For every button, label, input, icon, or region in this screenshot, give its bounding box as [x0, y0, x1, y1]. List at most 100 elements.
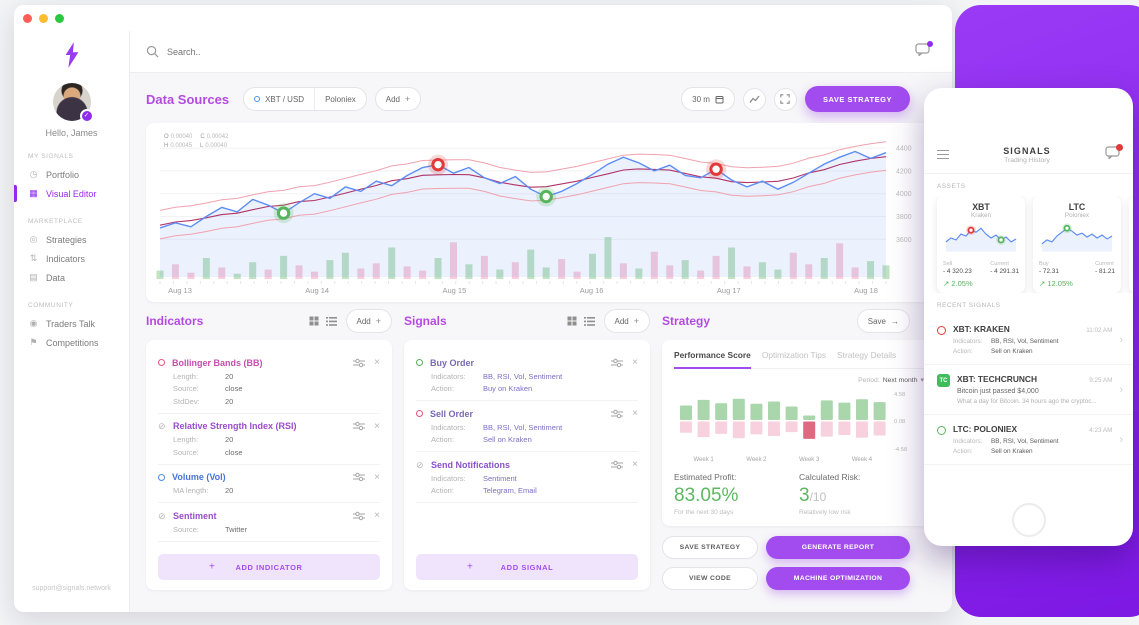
signal-list-item[interactable]: XBT: KRAKEN 11:02 AM Indicators: BB, RSI, … [924, 315, 1133, 365]
signal-list-item[interactable]: LTC: POLONIEX 4:23 AM Indicators: BB, RSI,… [924, 415, 1133, 465]
svg-text:Aug 16: Aug 16 [580, 286, 604, 295]
adjust-sliders-icon[interactable] [353, 472, 366, 482]
document-icon: ▤ [29, 272, 38, 282]
app-logo [14, 41, 129, 73]
adjust-sliders-icon[interactable] [353, 421, 366, 431]
indicator-status-icon[interactable] [158, 359, 165, 366]
svg-text:Aug 13: Aug 13 [168, 286, 192, 295]
list-view-icon[interactable] [325, 316, 337, 326]
tab-strategy-details[interactable]: Strategy Details [837, 350, 897, 360]
period-select[interactable]: Period: Next month ▾ [858, 376, 924, 385]
indicator-item-rsi[interactable]: ⊘ Relative Strength Index (RSI) × Length… [158, 414, 380, 465]
remove-icon[interactable]: × [632, 357, 638, 368]
add-indicator-button[interactable]: + ADD INDICATOR [158, 554, 380, 580]
phone-title: SIGNALS [1003, 145, 1051, 156]
techcrunch-badge-icon: TC [937, 374, 950, 387]
chevron-right-icon[interactable]: › [1119, 333, 1123, 346]
chevron-right-icon[interactable]: › [1119, 383, 1123, 396]
add-signal-button[interactable]: + ADD SIGNAL [416, 554, 638, 580]
sidebar-item-visual-editor[interactable]: ▦ Visual Editor [14, 184, 129, 203]
sidebar-item-traders-talk[interactable]: ◉ Traders Talk [14, 314, 129, 333]
support-email[interactable]: support@signals.network [32, 585, 111, 592]
assets-label: ASSETS [937, 183, 966, 190]
signal-item-send-notifications[interactable]: ⊘ Send Notifications × Indicators: Sentim… [416, 452, 638, 503]
remove-icon[interactable]: × [374, 420, 380, 432]
asset-card-xbt[interactable]: XBT Kraken Sell - 4 320.23 Current - 4 291… [937, 196, 1025, 293]
grid-view-icon[interactable] [567, 316, 577, 326]
disabled-icon[interactable]: ⊘ [158, 421, 166, 431]
signal-status-icon[interactable] [416, 410, 423, 417]
disabled-icon[interactable]: ⊘ [158, 510, 166, 521]
remove-icon[interactable]: × [374, 471, 380, 483]
indicator-item-volume[interactable]: Volume (Vol) × MA length: 20 [158, 465, 380, 503]
list-view-icon[interactable] [583, 316, 595, 326]
indicator-item-bb[interactable]: Bollinger Bands (BB) × Length: 20 Source:… [158, 350, 380, 414]
tab-optimization-tips[interactable]: Optimization Tips [761, 350, 827, 360]
save-strategy-secondary-button[interactable]: SAVE STRATEGY [662, 536, 758, 559]
add-indicator-chip[interactable]: Add + [345, 309, 392, 333]
menu-icon[interactable] [937, 150, 949, 159]
calendar-icon [715, 95, 724, 103]
remove-icon[interactable]: × [374, 357, 380, 368]
signal-item-buy-order[interactable]: Buy Order × Indicators: BB, RSI, Vol, Sen… [416, 350, 638, 401]
signal-status-icon[interactable] [416, 359, 423, 366]
adjust-sliders-icon[interactable] [611, 460, 624, 470]
generate-report-button[interactable]: GENERATE REPORT [766, 536, 910, 559]
exchange-chip[interactable]: Poloniex [314, 88, 366, 110]
signal-list-item[interactable]: TC XBT: TECHCRUNCH 9:25 AM Bitcoin just p… [924, 365, 1133, 415]
indicator-item-sentiment[interactable]: ⊘ Sentiment × Source: Twitter [158, 503, 380, 542]
sidebar-item-portfolio[interactable]: ◷ Portfolio [14, 165, 129, 184]
view-code-button[interactable]: VIEW CODE [662, 567, 758, 590]
close-button[interactable] [23, 13, 32, 23]
minimize-button[interactable] [39, 13, 48, 23]
strategy-actions: SAVE STRATEGY GENERATE REPORT VIEW CODE … [662, 536, 910, 590]
disabled-icon[interactable]: ⊘ [416, 459, 424, 470]
tab-performance-score[interactable]: Performance Score [674, 350, 751, 369]
zoom-button[interactable] [55, 13, 64, 23]
save-strategy-button[interactable]: SAVE STRATEGY [804, 86, 910, 112]
asset-card-partial[interactable]: - 4.03 ↗ 8 [1129, 196, 1133, 293]
target-icon: ◎ [29, 234, 38, 244]
pair-chip[interactable]: XBT / USD [244, 88, 314, 110]
sidebar-item-strategies[interactable]: ◎ Strategies [14, 230, 129, 249]
indicator-status-icon[interactable] [158, 473, 165, 481]
phone-subtitle: Trading History [1004, 156, 1050, 164]
asset-card-ltc[interactable]: LTC Poloniex Buy - 72.31 Current - 81.21 ↗… [1033, 196, 1121, 293]
interval-select[interactable]: 30 m [681, 87, 735, 111]
add-signal-chip[interactable]: Add + [603, 309, 650, 333]
price-chart[interactable]: 4400 4200 4000 3800 3600 Aug 13 Aug 14 Aug 15 Au… [152, 127, 930, 297]
indicator-name: Volume (Vol) [172, 472, 226, 482]
sidebar-item-indicators[interactable]: ⇅ Indicators [14, 249, 129, 268]
chart-style-button[interactable] [742, 87, 766, 111]
adjust-sliders-icon[interactable] [611, 409, 624, 419]
sell-signal-icon [937, 326, 946, 335]
adjust-sliders-icon[interactable] [353, 511, 366, 521]
phone-messages-button[interactable] [1105, 143, 1123, 164]
messages-button[interactable] [915, 40, 933, 61]
sidebar-item-competitions[interactable]: ⚑ Competitions [14, 333, 129, 352]
remove-icon[interactable]: × [374, 510, 380, 521]
sidebar-item-data[interactable]: ▤ Data [14, 268, 129, 287]
sidebar-item-label: Portfolio [46, 169, 80, 180]
signals-title: Signals [404, 314, 447, 328]
svg-text:Week 3: Week 3 [799, 457, 820, 463]
svg-text:-4.58: -4.58 [894, 447, 907, 453]
remove-icon[interactable]: × [632, 408, 638, 419]
fullscreen-button[interactable] [773, 87, 797, 111]
recent-signals-list: XBT: KRAKEN 11:02 AM Indicators: BB, RSI, … [924, 315, 1133, 465]
adjust-sliders-icon[interactable] [353, 358, 366, 368]
machine-optimization-button[interactable]: MACHINE OPTIMIZATION [766, 567, 910, 590]
avatar[interactable]: ✓ [52, 83, 94, 123]
search-input[interactable] [167, 46, 387, 57]
asset-sparkline [1041, 223, 1113, 252]
grid-view-icon[interactable] [309, 316, 319, 326]
add-data-source-button[interactable]: Add + [374, 87, 422, 111]
save-chip[interactable]: Save → [856, 309, 910, 333]
flag-icon: ⚑ [29, 337, 38, 347]
svg-text:Week 2: Week 2 [746, 457, 767, 463]
home-button[interactable] [1011, 503, 1046, 537]
remove-icon[interactable]: × [632, 459, 638, 470]
adjust-sliders-icon[interactable] [611, 358, 624, 368]
signal-item-sell-order[interactable]: Sell Order × Indicators: BB, RSI, Vol, Se… [416, 401, 638, 452]
chevron-right-icon[interactable]: › [1119, 433, 1123, 446]
